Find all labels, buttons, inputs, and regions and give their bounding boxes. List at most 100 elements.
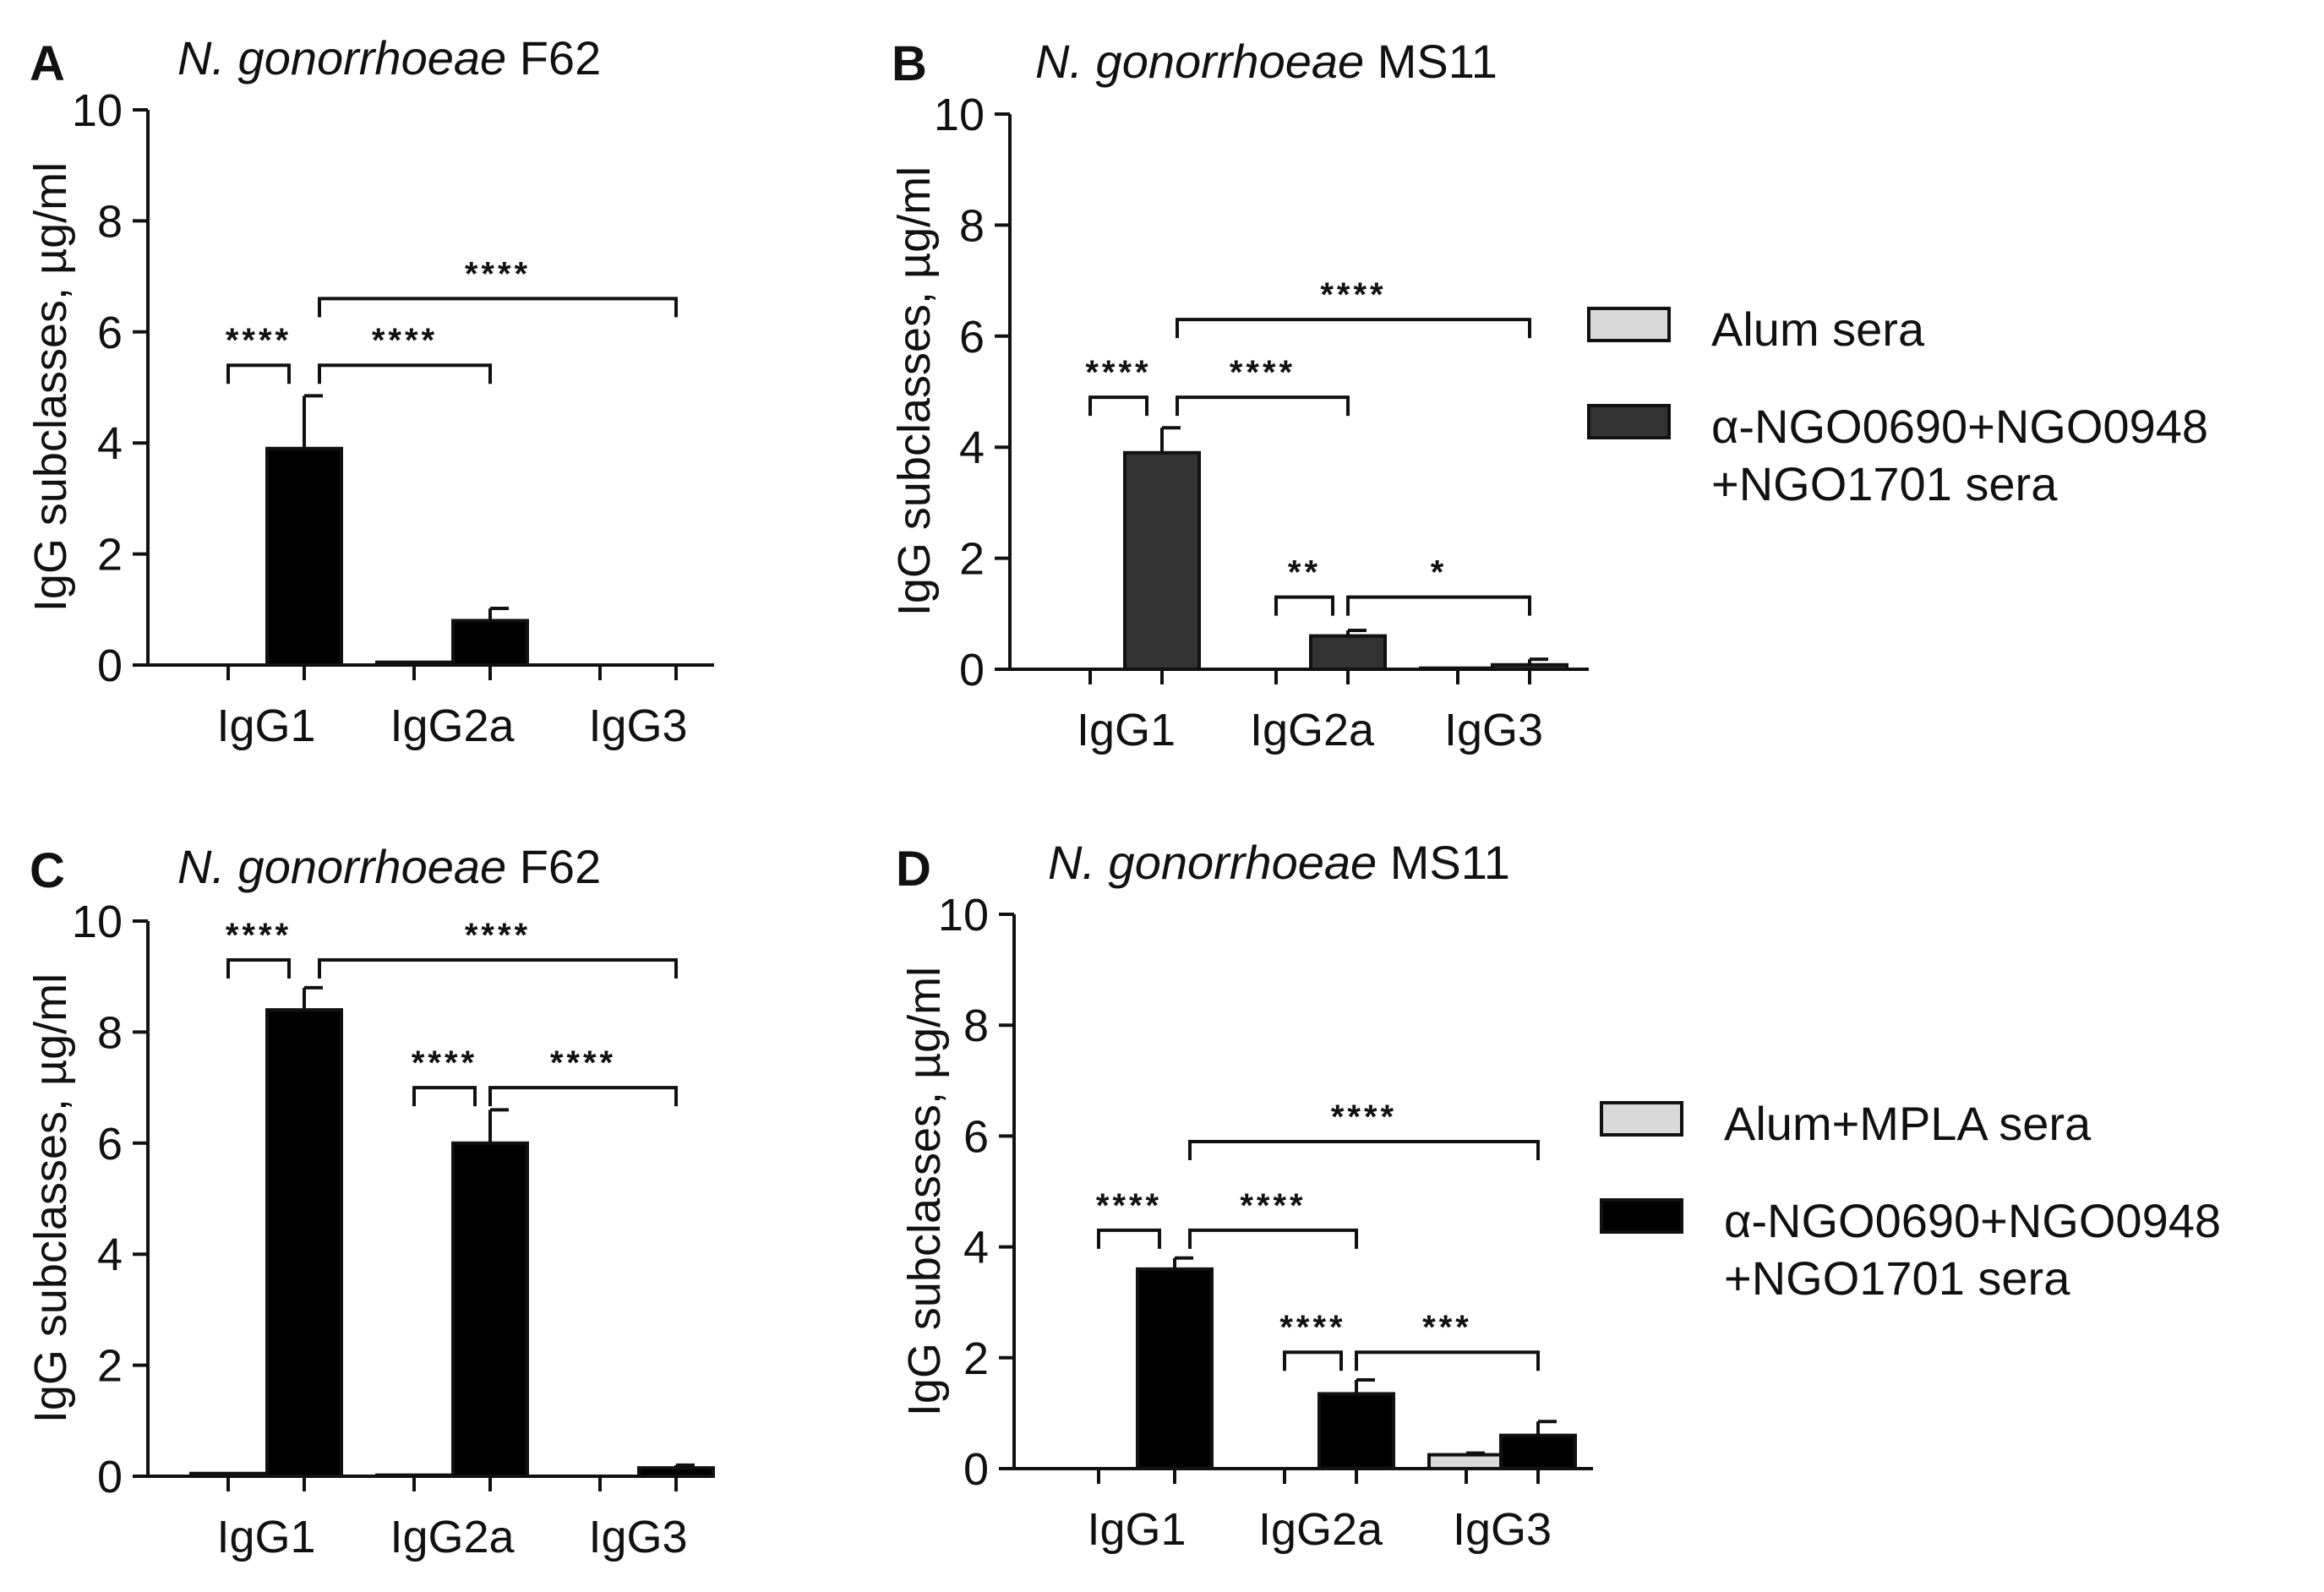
significance-label: **** (1331, 1099, 1397, 1136)
y-tick-label: 2 (963, 1333, 989, 1384)
y-tick-label: 10 (72, 897, 123, 947)
significance-label: **** (372, 322, 438, 359)
x-tick-label: IgG2a (1250, 705, 1375, 755)
legend-label: Alum+MPLA sera (1724, 1097, 2092, 1150)
significance-bracket (318, 363, 492, 384)
y-tick-label: 8 (97, 196, 123, 247)
bar (1419, 666, 1497, 671)
title-species: N. gonorrhoeae (177, 31, 506, 85)
title-strain: MS11 (1364, 35, 1498, 88)
legend-label: +NGO1701 sera (1724, 1251, 2070, 1305)
panel-letter: B (892, 36, 927, 91)
panel-b: B N. gonorrhoeae MS11 IgG subclasses, µg/m… (889, 35, 1589, 755)
y-tick-label: 2 (959, 534, 985, 585)
title-species: N. gonorrhoeae (177, 840, 506, 893)
panel-a: A N. gonorrhoeae F62 IgG subclasses, µg/ml… (25, 31, 714, 751)
x-tick-label: IgG3 (588, 1512, 687, 1562)
y-tick-label: 4 (97, 1229, 123, 1280)
significance-label: **** (465, 917, 531, 954)
panel-letter: D (896, 842, 931, 897)
bar (375, 660, 453, 668)
y-axis-label: IgG subclasses, µg/ml (25, 162, 76, 612)
panel-letter: C (30, 843, 65, 898)
bar (1499, 1433, 1577, 1471)
legend-swatch (1600, 1198, 1683, 1234)
significance-label: **** (1240, 1187, 1306, 1224)
x-tick-label: IgG1 (1087, 1504, 1186, 1555)
y-tick-label: 8 (959, 200, 985, 251)
significance-label: *** (1422, 1309, 1472, 1346)
significance-label: **** (465, 255, 531, 292)
bar (1136, 1267, 1214, 1470)
chart-title: N. gonorrhoeae F62 (177, 31, 601, 85)
y-tick-label: 6 (959, 312, 985, 363)
significance-bracket (1188, 1228, 1358, 1249)
y-tick-label: 8 (97, 1007, 123, 1058)
y-tick-label: 4 (963, 1223, 989, 1273)
legend-swatch (1587, 307, 1671, 342)
legend-swatch (1587, 404, 1671, 439)
bar (265, 446, 343, 668)
bar (265, 1008, 343, 1478)
title-species: N. gonorrhoeae (1035, 35, 1364, 88)
y-tick-label: 6 (963, 1111, 989, 1162)
chart-title: N. gonorrhoeae MS11 (1048, 836, 1510, 889)
y-axis-label: IgG subclasses, µg/ml (25, 973, 76, 1423)
significance-bracket (1188, 1139, 1540, 1160)
significance-label: **** (1320, 276, 1386, 313)
significance-label: ** (1288, 554, 1321, 592)
legend-label: Alum sera (1711, 303, 1925, 356)
significance-bracket (318, 297, 678, 318)
x-tick-label: IgG3 (588, 701, 687, 751)
significance-bracket (226, 363, 291, 384)
x-tick-label: IgG3 (1453, 1504, 1552, 1555)
bar (451, 1141, 529, 1479)
y-axis-label: IgG subclasses, µg/ml (899, 967, 950, 1416)
significance-label: **** (412, 1044, 477, 1082)
title-strain: F62 (506, 840, 601, 893)
significance-bracket (1176, 318, 1531, 339)
bar (1427, 1453, 1505, 1470)
significance-label: **** (226, 917, 292, 954)
panel-c: C N. gonorrhoeae F62 IgG subclasses, µg/ml… (25, 840, 715, 1562)
bar (637, 1466, 715, 1479)
significance-label: **** (1085, 354, 1151, 391)
bar (189, 1471, 267, 1478)
y-tick-label: 0 (959, 645, 985, 695)
significance-label: **** (550, 1044, 616, 1082)
y-tick-label: 10 (934, 90, 985, 140)
legend-b: Alum sera α-NGO0690+NGO0948+NGO1701 sera (1587, 303, 2208, 510)
y-tick-label: 4 (959, 423, 985, 473)
x-tick-label: IgG1 (1077, 705, 1176, 755)
y-tick-label: 2 (97, 1341, 123, 1392)
significance-label: **** (1096, 1187, 1162, 1224)
legend-swatch (1600, 1101, 1683, 1137)
title-strain: MS11 (1377, 836, 1510, 889)
bar (375, 1473, 453, 1479)
significance-bracket (1346, 595, 1531, 616)
y-tick-label: 6 (97, 308, 123, 358)
significance-bracket (1097, 1228, 1161, 1249)
y-tick-label: 4 (97, 418, 123, 469)
x-tick-label: IgG3 (1444, 705, 1543, 755)
chart-title: N. gonorrhoeae MS11 (1035, 35, 1498, 88)
significance-bracket (226, 957, 291, 979)
x-tick-label: IgG2a (390, 701, 515, 751)
y-tick-label: 0 (97, 1452, 123, 1502)
significance-bracket (1176, 395, 1350, 417)
significance-bracket (318, 957, 678, 979)
significance-label: **** (1230, 354, 1296, 391)
significance-bracket (1355, 1350, 1540, 1371)
x-tick-label: IgG2a (1258, 1504, 1383, 1555)
legend-label: α-NGO0690+NGO0948 (1711, 400, 2208, 453)
significance-bracket (412, 1086, 477, 1107)
legend-label: +NGO1701 sera (1711, 457, 2058, 510)
y-tick-label: 0 (97, 641, 123, 691)
significance-bracket (488, 1086, 678, 1107)
significance-label: * (1431, 554, 1448, 592)
panel-letter: A (30, 36, 65, 91)
significance-bracket (1088, 395, 1148, 417)
bar (1123, 450, 1201, 672)
title-strain: F62 (506, 31, 601, 85)
